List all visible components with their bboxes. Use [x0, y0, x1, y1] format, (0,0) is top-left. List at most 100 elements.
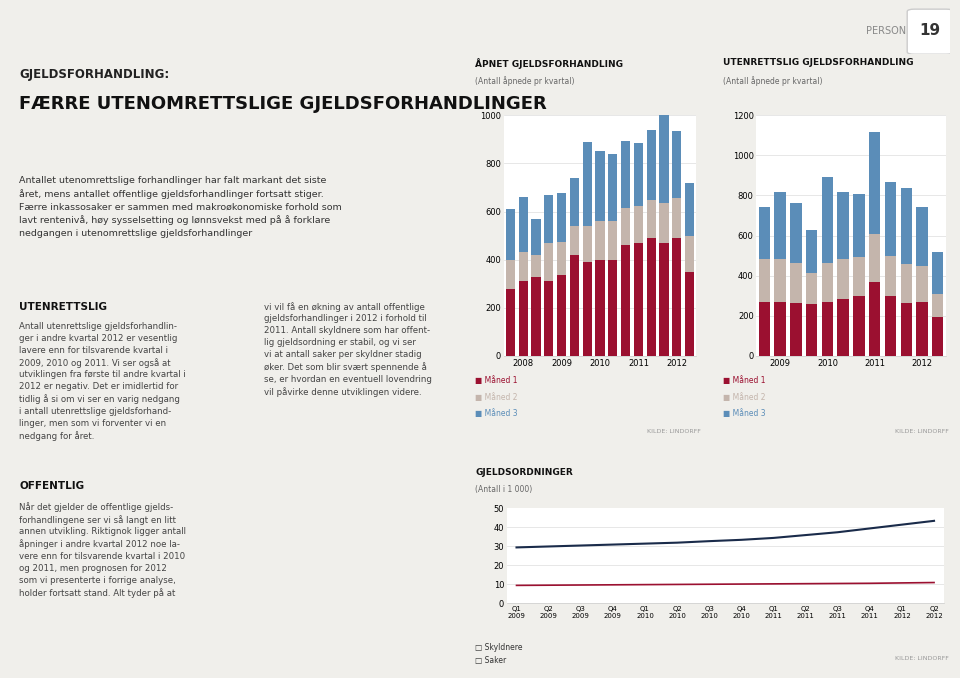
Bar — [583, 226, 591, 262]
Bar — [775, 259, 786, 302]
Text: KILDE: LINDORFF: KILDE: LINDORFF — [647, 429, 701, 434]
Text: ■ Måned 2: ■ Måned 2 — [723, 393, 765, 401]
Bar — [932, 317, 944, 356]
Bar — [583, 142, 591, 226]
Text: 19: 19 — [920, 23, 941, 38]
Text: UTENRETTSLIG: UTENRETTSLIG — [19, 302, 108, 312]
Bar — [672, 238, 682, 356]
Bar — [557, 275, 566, 356]
Bar — [775, 193, 786, 259]
Bar — [634, 243, 643, 356]
Bar — [595, 260, 605, 356]
Bar — [790, 262, 802, 303]
Bar — [822, 178, 833, 262]
Bar — [758, 302, 770, 356]
Bar — [900, 188, 912, 264]
Text: ■ Måned 1: ■ Måned 1 — [723, 376, 765, 385]
Bar — [634, 143, 643, 205]
Text: PERSON: PERSON — [866, 26, 905, 35]
Text: ■ Måned 1: ■ Måned 1 — [475, 376, 517, 385]
Bar — [647, 238, 656, 356]
Bar — [532, 219, 540, 255]
Bar — [885, 182, 896, 256]
Bar — [869, 234, 880, 282]
Bar — [634, 205, 643, 243]
Bar — [885, 256, 896, 296]
Bar — [806, 304, 817, 356]
Bar — [506, 260, 515, 289]
Bar — [583, 262, 591, 356]
Bar — [932, 252, 944, 294]
Bar — [647, 199, 656, 238]
Bar — [806, 230, 817, 273]
Bar — [660, 112, 668, 203]
Text: OFFENTLIG: OFFENTLIG — [19, 481, 84, 492]
Text: KILDE: LINDORFF: KILDE: LINDORFF — [895, 656, 948, 661]
Bar — [837, 193, 849, 259]
Bar — [900, 264, 912, 303]
Bar — [557, 193, 566, 241]
Bar — [660, 243, 668, 356]
Text: (Antall i 1 000): (Antall i 1 000) — [475, 485, 533, 494]
Bar — [532, 277, 540, 356]
Bar — [775, 302, 786, 356]
Text: ÅPNET GJELDSFORHANDLING: ÅPNET GJELDSFORHANDLING — [475, 58, 623, 68]
Bar — [570, 226, 579, 255]
Bar — [885, 296, 896, 356]
Bar — [570, 255, 579, 356]
Text: FÆRRE UTENOMRETTSLIGE GJELDSFORHANDLINGER: FÆRRE UTENOMRETTSLIGE GJELDSFORHANDLINGE… — [19, 95, 547, 113]
Bar — [532, 255, 540, 277]
Text: □ Saker: □ Saker — [475, 656, 507, 664]
Text: UTENRETTSLIG GJELDSFORHANDLING: UTENRETTSLIG GJELDSFORHANDLING — [723, 58, 913, 66]
Text: KILDE: LINDORFF: KILDE: LINDORFF — [895, 429, 948, 434]
Text: Antall utenrettslige gjeldsforhandlin-
ger i andre kvartal 2012 er vesentlig
lav: Antall utenrettslige gjeldsforhandlin- g… — [19, 322, 186, 441]
Bar — [518, 197, 528, 252]
Text: (Antall åpnede pr kvartal): (Antall åpnede pr kvartal) — [723, 76, 823, 86]
Bar — [595, 151, 605, 221]
Bar — [853, 257, 865, 296]
Bar — [869, 282, 880, 356]
Bar — [518, 281, 528, 356]
Bar — [916, 266, 927, 302]
Text: □ Skyldnere: □ Skyldnere — [475, 643, 522, 652]
Bar — [853, 296, 865, 356]
Bar — [672, 198, 682, 238]
Bar — [609, 260, 617, 356]
Bar — [758, 259, 770, 302]
Bar — [506, 209, 515, 260]
Bar — [916, 302, 927, 356]
Bar — [621, 245, 630, 356]
Bar — [837, 259, 849, 299]
Bar — [853, 195, 865, 257]
Bar — [609, 154, 617, 221]
Bar — [685, 182, 694, 235]
FancyBboxPatch shape — [907, 9, 953, 54]
Bar — [595, 221, 605, 260]
Text: GJELDSFORHANDLING:: GJELDSFORHANDLING: — [19, 68, 170, 81]
Bar — [837, 299, 849, 356]
Bar — [685, 235, 694, 272]
Text: ■ Måned 3: ■ Måned 3 — [475, 409, 517, 418]
Bar — [544, 243, 553, 281]
Text: vi vil få en økning av antall offentlige
gjeldsforhandlinger i 2012 i forhold ti: vi vil få en økning av antall offentlige… — [264, 302, 432, 397]
Bar — [758, 207, 770, 259]
Bar — [609, 221, 617, 260]
Bar — [570, 178, 579, 226]
Text: GJELDSORDNINGER: GJELDSORDNINGER — [475, 468, 573, 477]
Bar — [672, 131, 682, 198]
Text: Antallet utenomrettslige forhandlinger har falt markant det siste
året, mens ant: Antallet utenomrettslige forhandlinger h… — [19, 176, 342, 238]
Text: (Antall åpnede pr kvartal): (Antall åpnede pr kvartal) — [475, 76, 575, 86]
Bar — [822, 262, 833, 302]
Bar — [900, 303, 912, 356]
Bar — [685, 272, 694, 356]
Bar — [557, 241, 566, 275]
Bar — [869, 132, 880, 234]
Bar — [790, 303, 802, 356]
Bar — [621, 140, 630, 208]
Text: Når det gjelder de offentlige gjelds-
forhandlingene ser vi så langt en litt
ann: Når det gjelder de offentlige gjelds- fo… — [19, 502, 186, 598]
Bar — [647, 129, 656, 199]
Bar — [660, 203, 668, 243]
Bar — [544, 281, 553, 356]
Bar — [518, 252, 528, 281]
Bar — [506, 289, 515, 356]
